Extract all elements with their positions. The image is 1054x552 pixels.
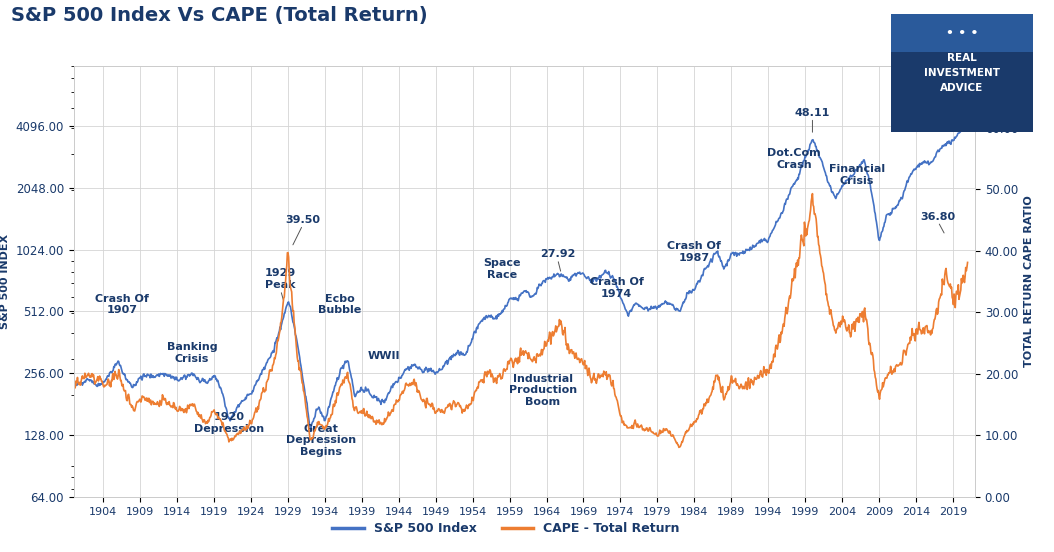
Text: 36.80: 36.80 (920, 211, 956, 222)
Text: 1929
Peak: 1929 Peak (265, 268, 296, 290)
Text: 39.50: 39.50 (286, 215, 320, 225)
Text: Crash Of
1907: Crash Of 1907 (95, 294, 149, 315)
Text: • • •: • • • (945, 26, 978, 40)
Text: 27.92: 27.92 (540, 249, 575, 259)
Text: 48.11: 48.11 (795, 108, 831, 118)
Text: Great
Depression
Begins: Great Depression Begins (287, 424, 356, 457)
Y-axis label: S&P 500 INDEX: S&P 500 INDEX (0, 234, 11, 329)
Text: Space
Race: Space Race (484, 258, 521, 280)
Text: WWII: WWII (368, 351, 401, 360)
Text: 1920
Depression: 1920 Depression (194, 412, 264, 434)
Text: Banking
Crisis: Banking Crisis (167, 342, 217, 364)
Text: REAL
INVESTMENT
ADVICE: REAL INVESTMENT ADVICE (923, 54, 1000, 93)
Text: Dot.Com
Crash: Dot.Com Crash (767, 148, 821, 170)
Y-axis label: TOTAL RETURN CAPE RATIO: TOTAL RETURN CAPE RATIO (1023, 195, 1034, 368)
Text: Crash Of
1974: Crash Of 1974 (590, 277, 644, 299)
Text: Crash Of
1987: Crash Of 1987 (667, 241, 721, 263)
Text: S&P 500 Index Vs CAPE (Total Return): S&P 500 Index Vs CAPE (Total Return) (11, 6, 427, 24)
Text: Industrial
Production
Boom: Industrial Production Boom (509, 374, 577, 407)
Text: Everything
Bubble: Everything Bubble (919, 83, 987, 105)
Text: Financial
Crisis: Financial Crisis (828, 164, 884, 185)
Legend: S&P 500 Index, CAPE - Total Return: S&P 500 Index, CAPE - Total Return (328, 517, 684, 540)
Text: Ecbo
Bubble: Ecbo Bubble (318, 294, 362, 315)
